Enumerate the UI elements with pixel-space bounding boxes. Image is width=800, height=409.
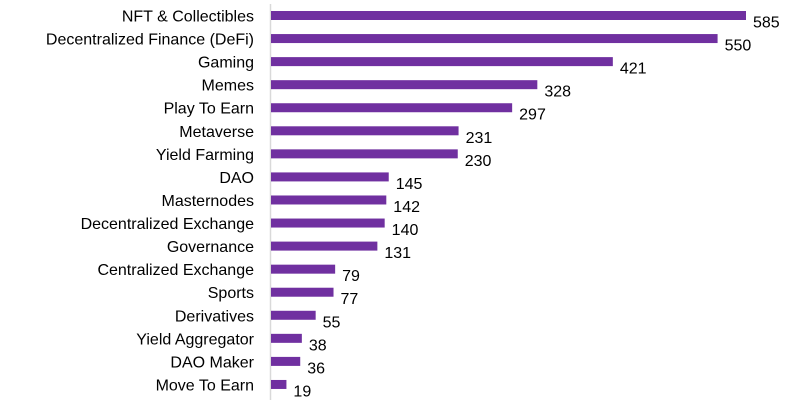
- bar: [271, 333, 302, 343]
- data-label: 550: [725, 38, 752, 55]
- bar: [271, 287, 334, 297]
- bar: [271, 80, 538, 90]
- data-label: 79: [342, 268, 360, 285]
- data-label: 131: [384, 245, 411, 262]
- category-label: Decentralized Exchange: [81, 216, 255, 233]
- data-label: 231: [466, 130, 493, 147]
- bar: [271, 172, 389, 182]
- data-label: 77: [341, 291, 359, 308]
- bar: [271, 11, 746, 20]
- bar: [271, 379, 287, 389]
- data-label: 421: [620, 61, 647, 78]
- category-label: Centralized Exchange: [97, 262, 254, 279]
- bar: [271, 149, 458, 159]
- category-label: DAO Maker: [170, 354, 254, 371]
- data-label: 297: [519, 107, 546, 124]
- category-label: Metaverse: [179, 124, 254, 141]
- bar: [271, 264, 336, 274]
- data-label: 38: [309, 337, 327, 354]
- category-label: NFT & Collectibles: [122, 9, 254, 26]
- data-label: 55: [323, 314, 341, 331]
- bar: [271, 34, 718, 44]
- data-label: 140: [392, 222, 419, 239]
- data-label: 142: [393, 199, 420, 216]
- category-label: Derivatives: [175, 308, 254, 325]
- data-label: 19: [293, 383, 311, 400]
- bar: [271, 218, 385, 228]
- category-label: Sports: [208, 285, 254, 302]
- bar: [271, 241, 378, 251]
- bar: [271, 356, 301, 366]
- category-label: Move To Earn: [156, 377, 254, 394]
- bar: [271, 195, 387, 205]
- bar: [271, 103, 513, 113]
- category-label: Play To Earn: [164, 101, 254, 118]
- data-label: 585: [753, 15, 780, 32]
- data-label: 145: [396, 176, 423, 193]
- category-label: Gaming: [198, 55, 254, 72]
- bar: [271, 310, 316, 320]
- category-label: Decentralized Finance (DeFi): [46, 32, 254, 49]
- data-label: 36: [307, 360, 325, 377]
- data-label: 328: [544, 84, 571, 101]
- bar: [271, 57, 613, 67]
- category-label: Yield Farming: [156, 147, 254, 164]
- category-label: Governance: [167, 239, 254, 256]
- category-label: DAO: [219, 170, 254, 187]
- category-label: Yield Aggregator: [136, 331, 254, 348]
- category-label: Masternodes: [162, 193, 255, 210]
- category-label: Memes: [202, 78, 254, 95]
- bar: [271, 126, 459, 136]
- data-label: 230: [465, 153, 492, 170]
